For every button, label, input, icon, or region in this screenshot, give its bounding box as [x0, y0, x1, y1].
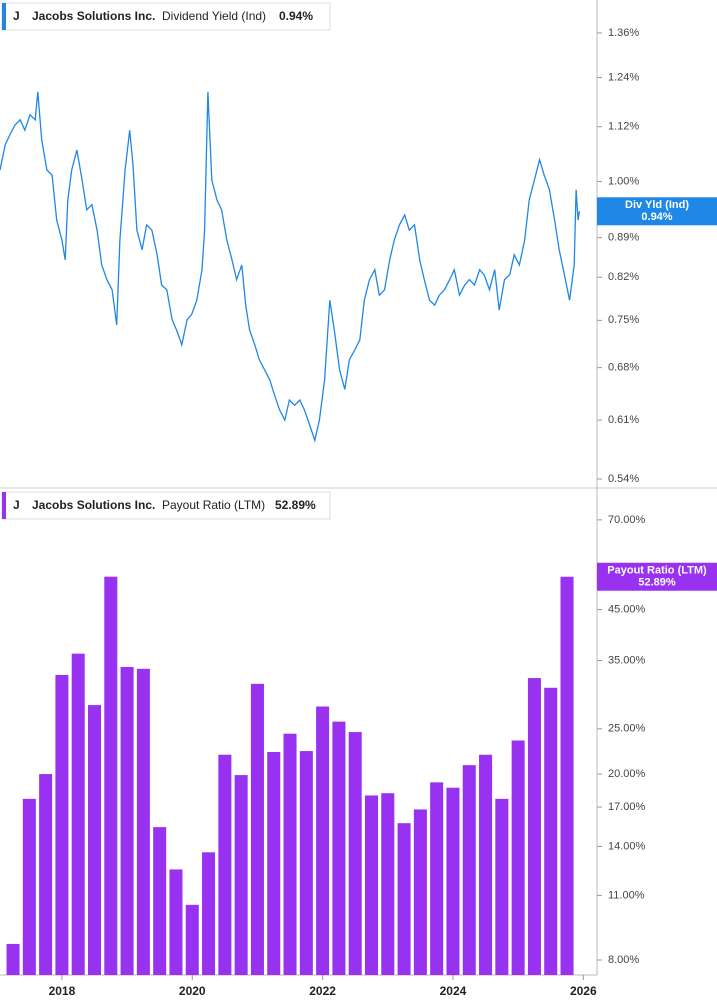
- legend-box: [1, 491, 331, 520]
- legend-swatch: [2, 3, 6, 30]
- bar: [250, 683, 264, 975]
- bar: [479, 754, 493, 975]
- y-tick-label: 14.00%: [608, 840, 646, 852]
- bar: [283, 733, 297, 975]
- value-tag: Payout Ratio (LTM)52.89%: [597, 562, 717, 591]
- bar: [397, 823, 411, 975]
- y-tick-label: 45.00%: [608, 603, 646, 615]
- bar: [22, 798, 36, 975]
- x-tick-label: 2022: [309, 984, 336, 998]
- bar: [169, 869, 183, 975]
- bar: [446, 787, 460, 975]
- legend: J Jacobs Solutions Inc. Dividend Yield (…: [1, 2, 331, 31]
- bar: [6, 943, 20, 975]
- bar: [71, 653, 85, 975]
- bar: [413, 809, 427, 975]
- x-tick-label: 2026: [570, 984, 597, 998]
- bar: [104, 576, 118, 975]
- x-tick-label: 2024: [440, 984, 467, 998]
- bar: [430, 782, 444, 975]
- y-tick-label: 1.36%: [608, 27, 639, 39]
- x-tick-label: 2020: [179, 984, 206, 998]
- y-tick-label: 0.61%: [608, 414, 639, 426]
- bar: [39, 774, 53, 975]
- value-tag-box: [597, 197, 717, 226]
- bar: [544, 687, 558, 975]
- value-tag-name: Div Yld (Ind): [625, 199, 689, 211]
- bar: [55, 674, 69, 975]
- y-tick-label: 0.54%: [608, 473, 639, 485]
- bar: [332, 721, 346, 975]
- legend-value: 0.94%: [279, 9, 313, 23]
- bar: [381, 793, 395, 975]
- y-tick-label: 70.00%: [608, 514, 646, 526]
- legend-box: [1, 2, 331, 31]
- y-tick-label: 0.75%: [608, 314, 639, 326]
- bar: [87, 705, 102, 975]
- bar: [218, 754, 232, 975]
- y-tick-label: 1.24%: [608, 71, 639, 83]
- bar: [527, 678, 541, 975]
- value-tag-value: 0.94%: [641, 211, 672, 223]
- x-tick-label: 2018: [49, 984, 76, 998]
- legend-series: Dividend Yield (Ind): [162, 9, 266, 23]
- y-tick-label: 1.12%: [608, 121, 639, 133]
- bar: [136, 668, 150, 975]
- legend-series: Payout Ratio (LTM): [162, 498, 265, 512]
- value-tag-name: Payout Ratio (LTM): [607, 565, 707, 577]
- line: [0, 91, 581, 443]
- legend-swatch: [2, 492, 6, 519]
- bar: [462, 765, 476, 975]
- bar: [202, 852, 216, 975]
- legend-ticker: J: [13, 9, 20, 23]
- bar: [299, 751, 313, 975]
- y-tick-label: 0.89%: [608, 232, 639, 244]
- legend-company: Jacobs Solutions Inc.: [32, 9, 155, 23]
- value-tag: Div Yld (Ind)0.94%: [597, 197, 717, 226]
- y-tick-label: 11.00%: [608, 889, 645, 901]
- y-tick-label: 0.82%: [608, 271, 639, 283]
- y-tick-label: 20.00%: [608, 768, 646, 780]
- y-tick-label: 25.00%: [608, 723, 646, 735]
- bar: [120, 666, 134, 975]
- legend: J Jacobs Solutions Inc. Payout Ratio (LT…: [1, 491, 331, 520]
- bar: [348, 732, 362, 975]
- value-tag-box: [597, 562, 717, 591]
- y-tick-label: 0.68%: [608, 362, 639, 374]
- y-tick-label: 1.00%: [608, 175, 639, 187]
- bar: [267, 751, 281, 975]
- legend-ticker: J: [13, 498, 20, 512]
- bar: [185, 904, 199, 975]
- y-tick-label: 35.00%: [608, 654, 646, 666]
- legend-value: 52.89%: [275, 498, 316, 512]
- bar: [364, 795, 379, 975]
- value-tag-value: 52.89%: [638, 577, 676, 589]
- bar: [495, 798, 509, 975]
- bar: [560, 576, 574, 975]
- y-tick-label: 8.00%: [608, 954, 639, 966]
- bar: [153, 827, 167, 975]
- legend-company: Jacobs Solutions Inc.: [32, 498, 155, 512]
- bar: [511, 740, 525, 975]
- y-tick-label: 17.00%: [608, 801, 646, 813]
- bar: [316, 706, 330, 975]
- bar: [234, 775, 248, 975]
